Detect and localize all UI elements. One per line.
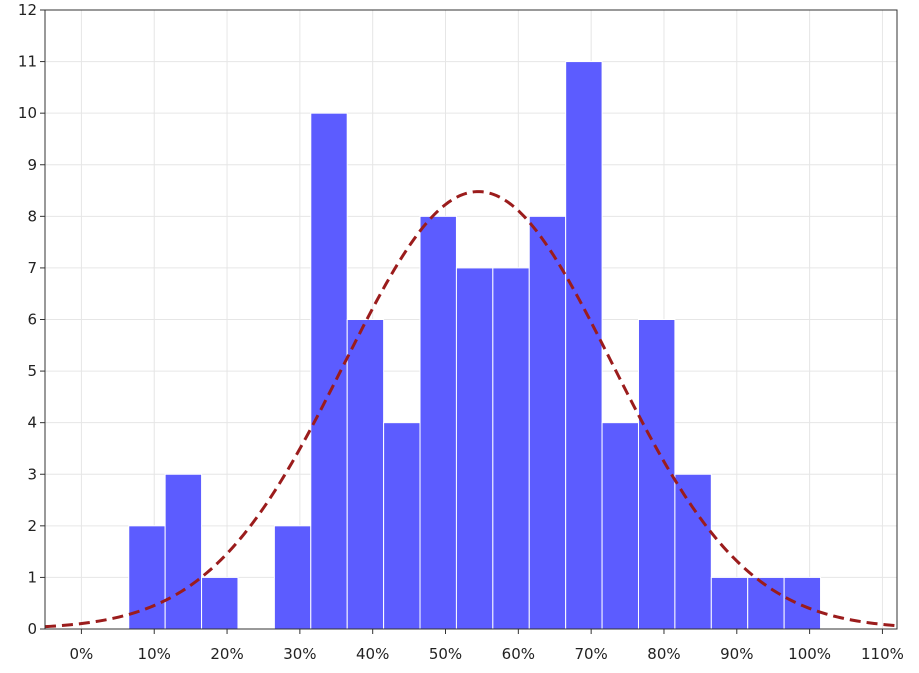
x-tick-label: 10% bbox=[138, 645, 171, 663]
y-tick-label: 1 bbox=[27, 568, 37, 586]
histogram-bar bbox=[601, 422, 639, 630]
x-tick-label: 80% bbox=[647, 645, 680, 663]
x-tick-label: 20% bbox=[210, 645, 243, 663]
x-tick-label: 0% bbox=[70, 645, 94, 663]
y-tick-label: 0 bbox=[27, 620, 37, 638]
y-tick-label: 2 bbox=[27, 517, 37, 535]
x-tick-label: 40% bbox=[356, 645, 389, 663]
x-tick-label: 50% bbox=[429, 645, 462, 663]
histogram-bar bbox=[201, 576, 239, 630]
y-tick-label: 6 bbox=[27, 311, 37, 329]
histogram-bar bbox=[383, 422, 421, 630]
histogram-bar bbox=[164, 473, 203, 630]
histogram-bar bbox=[419, 215, 457, 630]
histogram-bar bbox=[455, 267, 494, 630]
y-tick-label: 11 bbox=[18, 53, 37, 71]
histogram-bar bbox=[783, 576, 822, 630]
x-tick-labels: 0% 10% 20% 30% 40% 50% 60% 70% 80% 90% 100% 110% bbox=[70, 645, 904, 663]
histogram-bars bbox=[128, 61, 822, 630]
y-tick-label: 5 bbox=[27, 362, 37, 380]
histogram-bar bbox=[492, 267, 530, 630]
axes bbox=[40, 9, 898, 634]
histogram-bar bbox=[565, 61, 603, 630]
y-tick-label: 4 bbox=[27, 414, 37, 432]
histogram-bar bbox=[528, 215, 567, 630]
y-tick-label: 7 bbox=[27, 259, 37, 277]
histogram-bar bbox=[637, 319, 676, 630]
histogram-bar bbox=[346, 319, 385, 630]
y-tick-label: 9 bbox=[27, 156, 37, 174]
histogram-bar bbox=[273, 525, 312, 630]
y-tick-label: 8 bbox=[27, 207, 37, 225]
y-tick-label: 12 bbox=[18, 1, 37, 19]
x-tick-label: 100% bbox=[788, 645, 831, 663]
x-tick-label: 30% bbox=[283, 645, 316, 663]
x-tick-label: 110% bbox=[861, 645, 904, 663]
y-tick-label: 3 bbox=[27, 465, 37, 483]
x-tick-label: 90% bbox=[720, 645, 753, 663]
y-tick-label: 10 bbox=[18, 104, 37, 122]
histogram-bar bbox=[710, 576, 749, 630]
x-tick-label: 60% bbox=[502, 645, 535, 663]
x-tick-label: 70% bbox=[574, 645, 607, 663]
histogram-bar bbox=[674, 473, 712, 630]
